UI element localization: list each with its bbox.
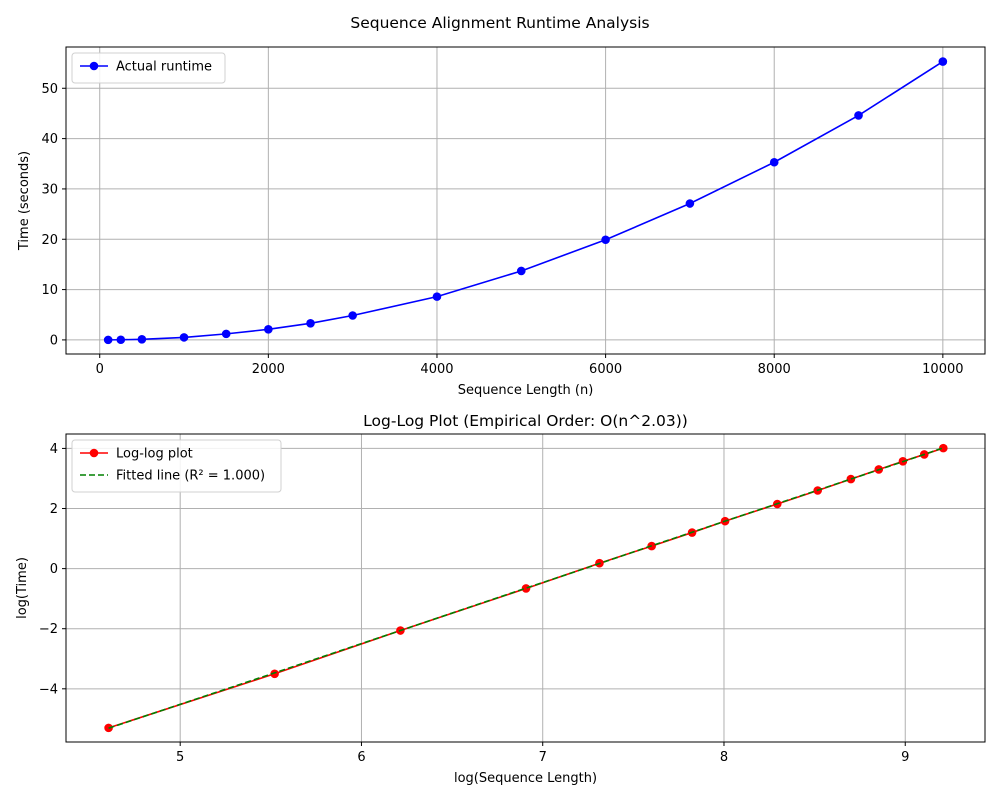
- data-point: [601, 235, 610, 245]
- x-axis-label: Sequence Length (n): [458, 383, 594, 398]
- data-point: [938, 57, 948, 66]
- data-point: [769, 157, 779, 167]
- legend-label: Log-log plot: [116, 447, 193, 462]
- data-point: [306, 319, 315, 328]
- loglog-chart: 5 6 7 8 9 −4 −2 0 2 4 log(Sequence Length) log(Time…: [15, 412, 986, 786]
- figure-title: Sequence Alignment Runtime Analysis: [350, 14, 649, 32]
- y-tick-label: 10: [41, 283, 58, 298]
- x-tick-label: 0: [96, 362, 104, 377]
- data-point: [516, 266, 526, 276]
- legend-box: [71, 439, 282, 493]
- y-tick-label: 20: [41, 233, 58, 248]
- data-point: [264, 325, 273, 334]
- x-axis-label: log(Sequence Length): [454, 771, 597, 786]
- axes-frame: [65, 46, 986, 355]
- chart-title: Log-Log Plot (Empirical Order: O(n^2.03)…: [363, 412, 688, 430]
- y-tick-label: 0: [50, 333, 58, 348]
- x-tick-label: 9: [901, 750, 909, 765]
- data-point: [854, 111, 863, 120]
- data-point: [137, 335, 147, 344]
- y-axis-label: Time (seconds): [17, 151, 32, 251]
- y-tick-label: 30: [41, 182, 58, 197]
- legend-label: Fitted line (R² = 1.000): [116, 469, 265, 484]
- y-tick-label: 4: [50, 442, 58, 457]
- x-tick-label: 2000: [252, 362, 285, 377]
- x-tick-label: 6000: [589, 362, 622, 377]
- data-point: [116, 335, 126, 345]
- legend-marker: [89, 448, 99, 458]
- series-line-1: [108, 447, 944, 729]
- data-point: [521, 584, 531, 593]
- data-point: [432, 292, 442, 301]
- y-tick-label: 2: [50, 502, 58, 517]
- y-tick-label: −4: [39, 682, 58, 697]
- y-tick-label: −2: [39, 622, 58, 637]
- data-point: [221, 329, 231, 339]
- data-point: [685, 199, 695, 208]
- data-point: [270, 669, 279, 679]
- series-line-0: [108, 60, 944, 341]
- x-tick-label: 6: [357, 750, 365, 765]
- y-axis-label: log(Time): [15, 557, 30, 619]
- x-tick-label: 8: [720, 750, 728, 765]
- data-point: [103, 335, 113, 345]
- y-tick-label: 50: [41, 82, 58, 97]
- x-tick-label: 8000: [758, 362, 791, 377]
- data-point: [939, 443, 948, 453]
- axes-frame: [65, 433, 986, 743]
- x-tick-label: 10000: [922, 362, 963, 377]
- y-tick-label: 0: [50, 562, 58, 577]
- x-tick-label: 5: [176, 750, 184, 765]
- data-point: [348, 311, 357, 320]
- x-tick-label: 4000: [420, 362, 453, 377]
- legend-label: Actual runtime: [116, 60, 212, 75]
- data-point: [179, 333, 189, 342]
- runtime-chart: 0 2000 4000 6000 8000 10000 0 10 20 30 40 50 Sequenc…: [17, 46, 986, 398]
- y-tick-label: 40: [41, 132, 58, 147]
- legend-box: [71, 52, 226, 84]
- data-point: [846, 474, 856, 484]
- x-tick-label: 7: [539, 750, 547, 765]
- legend-marker: [89, 61, 99, 71]
